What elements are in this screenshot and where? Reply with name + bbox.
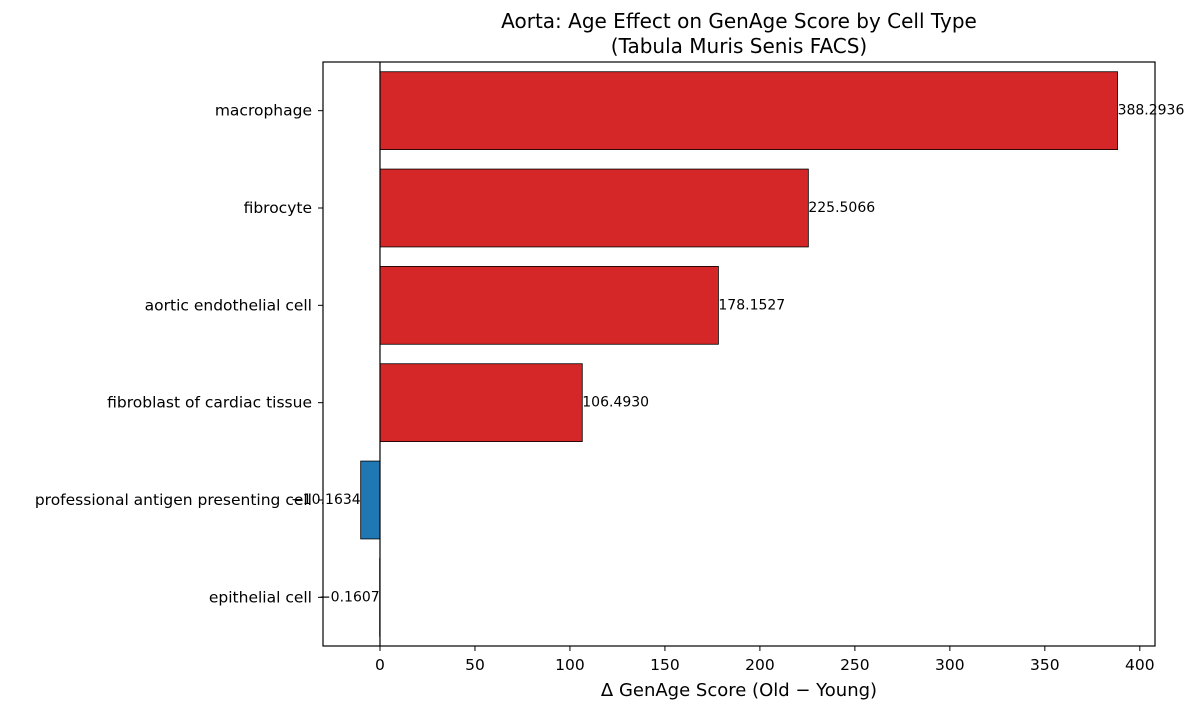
- x-tick-label-6: 300: [935, 656, 965, 674]
- y-tick-label-5: epithelial cell: [209, 588, 312, 606]
- bar-3: [379, 363, 583, 443]
- data-labels-group: 388.2936 225.5066 178.1527 106.4930 −10.1634…: [291, 103, 1184, 606]
- x-tick-label-2: 100: [555, 656, 585, 674]
- x-axis: 0 50 100 150 200 250 300 350 400: [375, 646, 1155, 674]
- chart-title: Aorta: Age Effect on GenAge Score by Cel…: [501, 9, 977, 33]
- data-label-0: 388.2936: [1118, 103, 1185, 119]
- bar-0: [379, 71, 1118, 150]
- x-axis-label: Δ GenAge Score (Old − Young): [601, 680, 877, 701]
- bar-1: [379, 168, 809, 248]
- y-tick-label-2: aortic endothelial cell: [145, 296, 312, 314]
- y-tick-label-0: macrophage: [215, 102, 312, 120]
- y-tick-label-3: fibroblast of cardiac tissue: [107, 394, 312, 412]
- bars-group: [360, 71, 1118, 637]
- x-tick-label-7: 350: [1030, 656, 1060, 674]
- chart-subtitle: (Tabula Muris Senis FACS): [611, 34, 867, 58]
- x-tick-label-5: 250: [840, 656, 870, 674]
- data-label-2: 178.1527: [718, 297, 785, 313]
- y-tick-label-4: professional antigen presenting cell: [35, 491, 312, 509]
- bar-2: [379, 265, 719, 345]
- bar-4: [360, 460, 381, 540]
- data-label-3: 106.4930: [582, 395, 649, 411]
- plot-frame: [322, 61, 1156, 647]
- x-tick-label-4: 200: [745, 656, 775, 674]
- y-axis: macrophage fibrocyte aortic endothelial ce…: [35, 102, 323, 606]
- x-tick-label-8: 400: [1125, 656, 1155, 674]
- y-tick-label-1: fibrocyte: [244, 199, 312, 217]
- data-label-5: −0.1607: [319, 589, 380, 605]
- data-label-1: 225.5066: [808, 200, 875, 216]
- x-tick-label-1: 50: [465, 656, 485, 674]
- data-label-4: −10.1634: [291, 492, 361, 508]
- x-tick-label-0: 0: [375, 656, 385, 674]
- x-tick-label-3: 150: [650, 656, 680, 674]
